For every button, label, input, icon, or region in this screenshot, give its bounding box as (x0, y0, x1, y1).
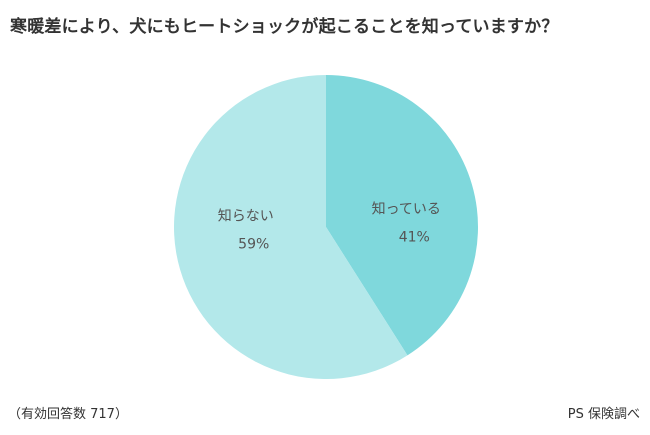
pie-slice-value-1: 59% (238, 236, 269, 252)
pie-slice-1 (174, 75, 408, 379)
pie-slice-label-1: 知らない (218, 207, 274, 224)
pie-labels: 知っている 41% 知らない 59% (218, 201, 441, 253)
chart-title: 寒暖差により、犬にもヒートショックが起こることを知っていますか？ (10, 17, 559, 37)
pie-slices (174, 75, 478, 379)
pie-slice-label-0: 知っている (372, 201, 441, 218)
response-count-note: （有効回答数 717） (8, 407, 128, 422)
pie-slice-value-0: 41% (399, 230, 430, 246)
source-note: PS 保険調べ (567, 407, 640, 422)
pie-slice-0 (326, 75, 478, 356)
